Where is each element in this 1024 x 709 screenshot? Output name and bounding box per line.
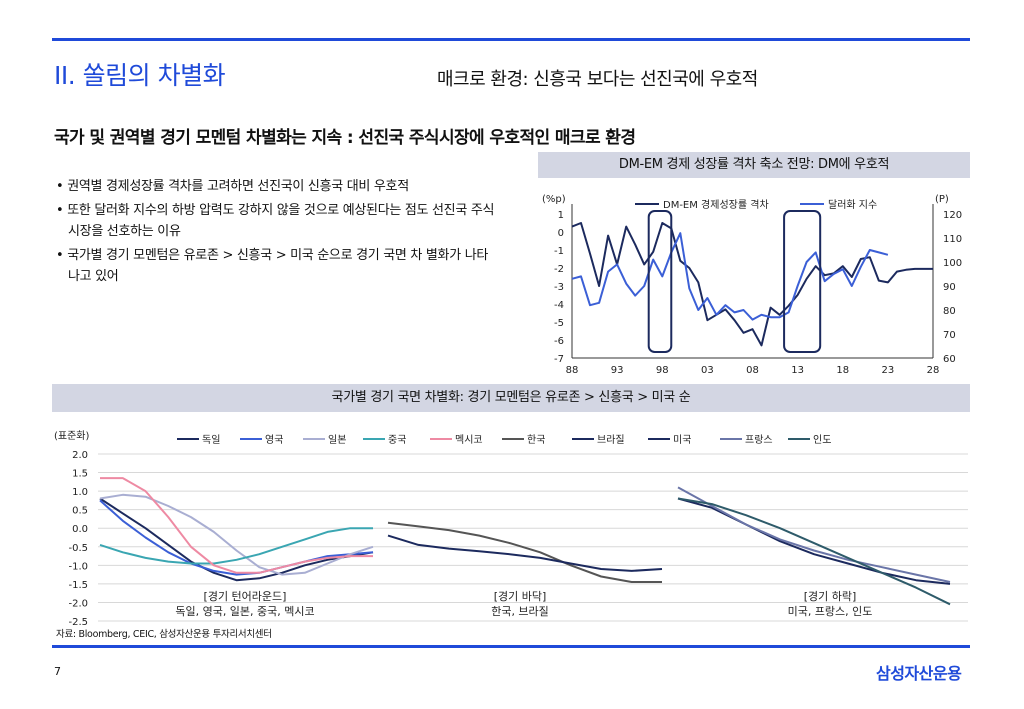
series-line-멕시코 bbox=[100, 477, 373, 574]
legend-label: 멕시코 bbox=[455, 434, 483, 446]
right-tick-label: 90 bbox=[943, 282, 956, 293]
left-tick-label: -2 bbox=[554, 264, 564, 275]
group-members: 독일, 영국, 일본, 중국, 멕시코 bbox=[175, 604, 314, 618]
legend-label: 달러화 지수 bbox=[828, 199, 877, 211]
highlight-box bbox=[783, 210, 822, 353]
bullet-item: 국가별 경기 모멘텀은 유로존 > 신흥국 > 미국 순으로 경기 국면 차 별… bbox=[56, 245, 496, 287]
series-line-영국 bbox=[99, 499, 374, 576]
y-tick-label: -2.0 bbox=[68, 598, 88, 609]
legend-label: DM-EM 경제성장률 격차 bbox=[663, 198, 769, 211]
group-members: 한국, 브라질 bbox=[491, 605, 549, 618]
brand-logo-text: 삼성자산운용 bbox=[876, 664, 962, 683]
series-line-일본 bbox=[99, 493, 374, 576]
right-tick-label: 110 bbox=[943, 234, 962, 245]
legend-label: 인도 bbox=[813, 434, 831, 446]
page-number: 7 bbox=[54, 665, 61, 678]
source-note: 자료: Bloomberg, CEIC, 삼성자산운용 투자리서치센터 bbox=[56, 629, 272, 640]
series-line-dollar-index bbox=[571, 232, 889, 321]
series-line-프랑스 bbox=[677, 486, 951, 583]
left-tick-label: -5 bbox=[554, 318, 564, 329]
left-tick-label: 1 bbox=[558, 210, 564, 221]
top-rule bbox=[52, 38, 970, 41]
bullet-list: 권역별 경제성장률 격차를 고려하면 선진국이 신흥국 대비 우호적 또한 달러… bbox=[56, 176, 496, 290]
legend-label: 독일 bbox=[202, 434, 220, 446]
left-axis-unit: (%p) bbox=[542, 194, 566, 205]
right-tick-label: 80 bbox=[943, 306, 956, 317]
x-tick-label: 88 bbox=[566, 365, 579, 376]
y-tick-label: -2.5 bbox=[68, 617, 88, 627]
page-subtitle: 매크로 환경: 신흥국 보다는 선진국에 우호적 bbox=[437, 69, 758, 90]
series-line-미국 bbox=[677, 497, 951, 585]
legend-label: 미국 bbox=[673, 434, 691, 446]
legend-label: 프랑스 bbox=[745, 434, 773, 446]
left-tick-label: -4 bbox=[554, 300, 564, 311]
highlight-box bbox=[647, 210, 673, 353]
bullet-item: 권역별 경제성장률 격차를 고려하면 선진국이 신흥국 대비 우호적 bbox=[56, 176, 496, 197]
left-tick-label: -3 bbox=[554, 282, 564, 293]
series-line-독일 bbox=[99, 497, 374, 582]
group-members: 미국, 프랑스, 인도 bbox=[788, 605, 873, 618]
x-tick-label: 18 bbox=[836, 365, 849, 376]
y-tick-label: -1.5 bbox=[68, 580, 88, 591]
x-tick-label: 03 bbox=[701, 365, 714, 376]
legend-label: 중국 bbox=[388, 434, 406, 446]
chart-growth-gap-dollar: 1 0 -1 -2 -3 -4 -5 -6 -7 120 110 100 90 80 70 60 88 93 98 0… bbox=[542, 194, 962, 376]
legend-label: 일본 bbox=[328, 434, 346, 446]
left-tick-label: -6 bbox=[554, 336, 564, 347]
chart-country-cycle: (표준화) 2.0 1.5 1.0 0.5 0.0 -0.5 -1.0 -1.5 -2.0 -2.5… bbox=[54, 430, 968, 627]
y-tick-label: 2.0 bbox=[72, 450, 88, 461]
left-tick-label: -1 bbox=[554, 246, 564, 257]
x-tick-label: 08 bbox=[746, 365, 759, 376]
group-label: [경기 턴어라운드] bbox=[204, 590, 287, 603]
headline: 국가 및 권역별 경기 모멘텀 차별화는 지속 : 선진국 주식시장에 우호적인… bbox=[54, 128, 636, 148]
group-label: [경기 하락] bbox=[804, 589, 857, 603]
y-tick-label: 0.0 bbox=[72, 524, 88, 535]
chart1-title-banner: DM-EM 경제 성장률 격차 축소 전망: DM에 우호적 bbox=[538, 152, 970, 178]
legend-label: 브라질 bbox=[597, 434, 625, 446]
right-axis-unit: (P) bbox=[935, 194, 949, 205]
x-tick-label: 98 bbox=[656, 365, 669, 376]
bullet-item: 또한 달러화 지수의 하방 압력도 강하지 않을 것으로 예상된다는 점도 선진… bbox=[56, 200, 496, 242]
series-line-브라질 bbox=[387, 534, 663, 572]
chart2-title-banner: 국가별 경기 국면 차별화: 경기 모멘텀은 유로존 > 신흥국 > 미국 순 bbox=[52, 384, 970, 412]
x-tick-label: 13 bbox=[791, 365, 804, 376]
y-tick-label: -1.0 bbox=[68, 561, 88, 572]
series-line-한국 bbox=[387, 521, 662, 583]
series-line-중국 bbox=[99, 527, 373, 565]
y-tick-label: -0.5 bbox=[68, 543, 88, 554]
right-tick-label: 70 bbox=[943, 330, 956, 341]
left-tick-label: 0 bbox=[558, 228, 564, 239]
section-title: II. 쏠림의 차별화 bbox=[54, 61, 226, 90]
legend-label: 한국 bbox=[527, 434, 545, 446]
x-tick-label: 23 bbox=[882, 365, 895, 376]
group-label: [경기 바닥] bbox=[494, 590, 547, 603]
bottom-rule bbox=[52, 645, 970, 648]
y-tick-label: 0.5 bbox=[72, 506, 88, 517]
left-tick-label: -7 bbox=[554, 354, 564, 365]
y-tick-label: 1.5 bbox=[72, 469, 88, 480]
legend-label: 영국 bbox=[265, 434, 283, 446]
y-tick-label: 1.0 bbox=[72, 487, 88, 498]
y-axis-unit: (표준화) bbox=[54, 430, 90, 442]
right-tick-label: 120 bbox=[943, 210, 962, 221]
series-line-인도 bbox=[677, 497, 951, 606]
x-tick-label: 28 bbox=[927, 365, 940, 376]
x-tick-label: 93 bbox=[611, 365, 624, 376]
right-tick-label: 100 bbox=[943, 258, 962, 269]
series-line-dm-em-gap bbox=[571, 222, 933, 347]
right-tick-label: 60 bbox=[943, 354, 956, 365]
